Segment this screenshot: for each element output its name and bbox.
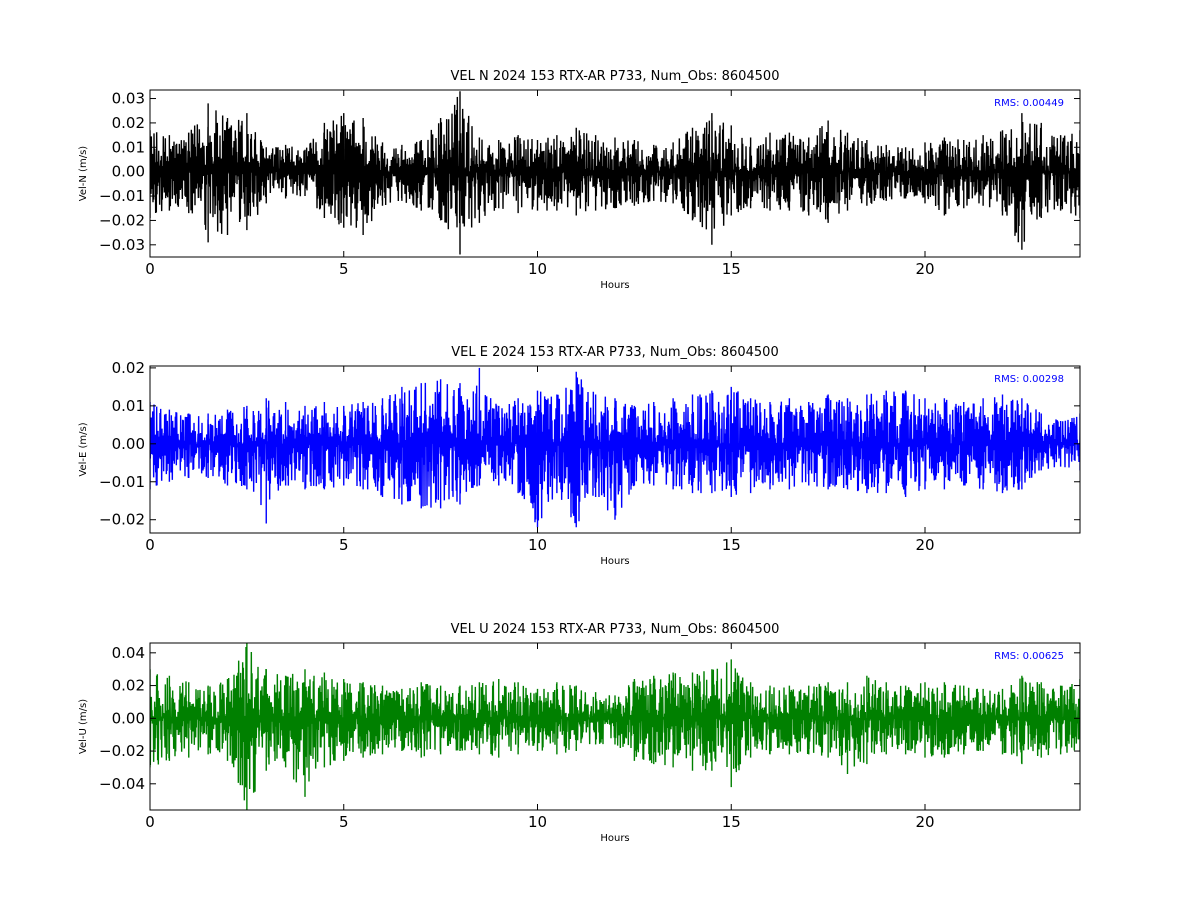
y-tick-label: 0.00: [112, 709, 145, 727]
y-tick-label: 0.02: [112, 359, 145, 377]
x-tick-label: 0: [145, 813, 155, 831]
x-tick-label: 20: [915, 536, 934, 554]
x-tick-label: 5: [339, 813, 349, 831]
y-tick-label: 0.02: [112, 677, 145, 695]
panel-2: 0 5 10 15 20 −0.02 −0.01 0.00 0.01 0.02 VEL E 2024…: [78, 345, 1081, 567]
panel-1: 0 5 10 15 20 −0.03 −0.02 −0.01 0.00 0.01 0.02 0.03 V…: [78, 69, 1081, 291]
y-tick-label: −0.02: [99, 742, 145, 760]
x-tick-label: 5: [339, 260, 349, 278]
y-tick-label: −0.04: [99, 775, 145, 793]
series-line-3: [150, 643, 1080, 810]
y-tick-label: 0.02: [112, 114, 145, 132]
x-tick-label: 15: [722, 536, 741, 554]
y-tick-label: 0.01: [112, 397, 145, 415]
series-line-2: [150, 367, 1080, 528]
x-tick-label: 15: [722, 260, 741, 278]
y-axis-label: Vel-U (m/s): [78, 699, 89, 754]
y-tick-label: 0.00: [112, 163, 145, 181]
y-tick-label: 0.03: [112, 90, 145, 108]
y-axis-label: Vel-E (m/s): [78, 422, 89, 476]
rms-annotation: RMS: 0.00449: [994, 98, 1064, 109]
x-tick-label: 5: [339, 536, 349, 554]
x-tick-label: 0: [145, 260, 155, 278]
series-line-1: [150, 91, 1080, 255]
y-tick-label: −0.02: [99, 511, 145, 529]
y-tick-label: −0.01: [99, 187, 145, 205]
rms-annotation: RMS: 0.00298: [994, 374, 1064, 385]
x-tick-label: 20: [915, 813, 934, 831]
x-tick-label: 15: [722, 813, 741, 831]
x-axis-label: Hours: [600, 833, 629, 844]
y-tick-label: −0.03: [99, 236, 145, 254]
chart-title: VEL N 2024 153 RTX-AR P733, Num_Obs: 860…: [451, 69, 780, 84]
y-tick-label: 0.00: [112, 435, 145, 453]
panel-3: 0 5 10 15 20 −0.04 −0.02 0.00 0.02 0.04 VEL U 2024…: [78, 622, 1081, 844]
x-axis-label: Hours: [600, 556, 629, 567]
y-tick-label: 0.04: [112, 644, 145, 662]
y-tick-label: 0.01: [112, 138, 145, 156]
x-tick-label: 20: [915, 260, 934, 278]
y-tick-label: −0.02: [99, 211, 145, 229]
rms-annotation: RMS: 0.00625: [994, 651, 1064, 662]
y-axis-label: Vel-N (m/s): [78, 146, 89, 201]
x-tick-label: 10: [528, 536, 547, 554]
chart-title: VEL U 2024 153 RTX-AR P733, Num_Obs: 860…: [451, 622, 780, 637]
x-tick-label: 0: [145, 536, 155, 554]
chart-title: VEL E 2024 153 RTX-AR P733, Num_Obs: 860…: [451, 345, 778, 360]
x-tick-label: 10: [528, 813, 547, 831]
y-tick-label: −0.01: [99, 473, 145, 491]
plot-frame: [149, 365, 1081, 534]
x-tick-label: 10: [528, 260, 547, 278]
plot-frame: [149, 642, 1081, 811]
x-axis-label: Hours: [600, 280, 629, 291]
plot-frame: [149, 89, 1081, 258]
